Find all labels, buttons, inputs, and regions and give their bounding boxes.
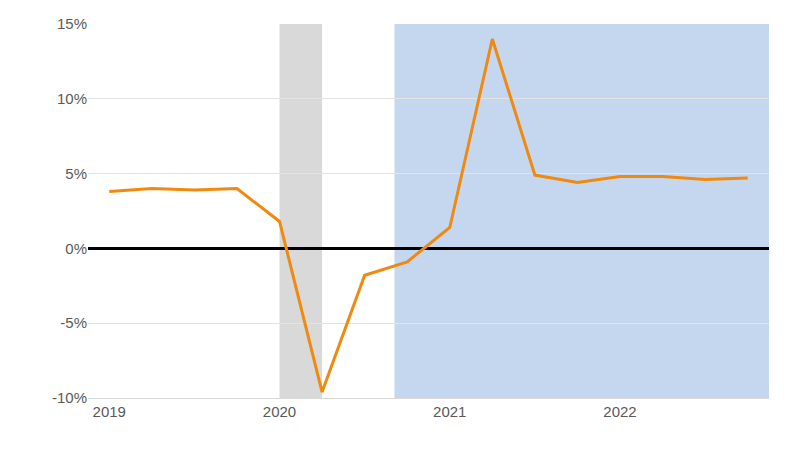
svg-text:2020: 2020 <box>263 403 296 420</box>
svg-text:-5%: -5% <box>60 314 87 331</box>
svg-text:2019: 2019 <box>93 403 126 420</box>
svg-text:2021: 2021 <box>433 403 466 420</box>
svg-text:10%: 10% <box>57 90 87 107</box>
svg-text:0%: 0% <box>65 240 87 257</box>
svg-text:2022: 2022 <box>603 403 636 420</box>
svg-text:5%: 5% <box>65 165 87 182</box>
svg-text:-10%: -10% <box>52 389 87 406</box>
svg-text:15%: 15% <box>57 15 87 32</box>
